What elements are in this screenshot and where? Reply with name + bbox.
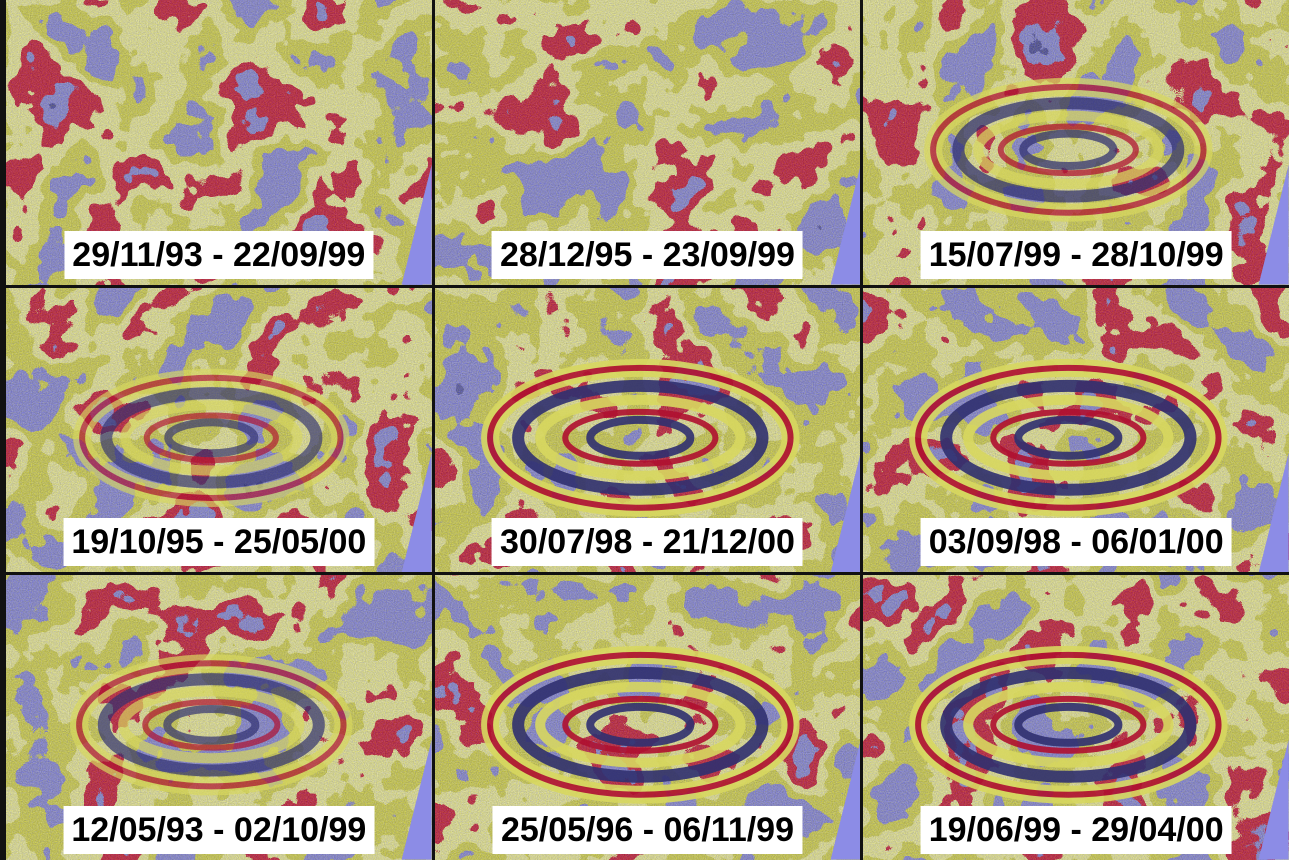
interferogram-panel: 19/06/99 - 29/04/00: [863, 575, 1289, 860]
interferogram-panel: 25/05/96 - 06/11/99: [435, 575, 861, 860]
date-label: 15/07/99 - 28/10/99: [921, 231, 1232, 279]
date-label: 19/10/95 - 25/05/00: [63, 518, 374, 566]
date-label: 03/09/98 - 06/01/00: [921, 518, 1232, 566]
interferogram-panel: 29/11/93 - 22/09/99: [6, 0, 432, 285]
interferogram-panel: 03/09/98 - 06/01/00: [863, 288, 1289, 573]
interferogram-panel: 15/07/99 - 28/10/99: [863, 0, 1289, 285]
interferogram-grid: 29/11/93 - 22/09/99 28/12/95 - 23/09/99 15…: [0, 0, 1289, 860]
interferogram-panel: 28/12/95 - 23/09/99: [435, 0, 861, 285]
date-label: 12/05/93 - 02/10/99: [63, 806, 374, 854]
date-label: 29/11/93 - 22/09/99: [64, 231, 373, 279]
interferogram-panel: 12/05/93 - 02/10/99: [6, 575, 432, 860]
interferogram-panel: 30/07/98 - 21/12/00: [435, 288, 861, 573]
date-label: 28/12/95 - 23/09/99: [492, 231, 803, 279]
date-label: 19/06/99 - 29/04/00: [921, 806, 1232, 854]
date-label: 30/07/98 - 21/12/00: [492, 518, 803, 566]
date-label: 25/05/96 - 06/11/99: [493, 806, 802, 854]
interferogram-panel: 19/10/95 - 25/05/00: [6, 288, 432, 573]
